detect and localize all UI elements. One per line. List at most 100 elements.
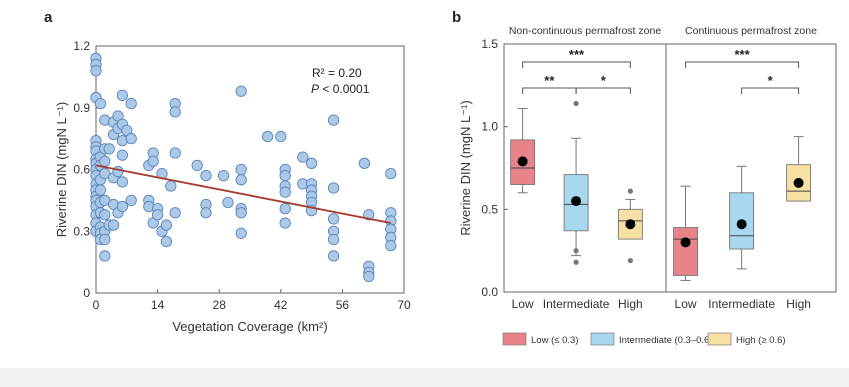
- legend-label: Low (≤ 0.3): [531, 335, 578, 346]
- outlier-point: [627, 188, 633, 194]
- scatter-points: [90, 52, 397, 283]
- scatter-point: [279, 186, 291, 198]
- scatter-point: [327, 250, 340, 262]
- scatter-point: [385, 167, 397, 180]
- mean-marker: [571, 196, 582, 207]
- p-symbol: P: [311, 82, 319, 96]
- bracket-line: [741, 87, 800, 94]
- significance-stars: ***: [734, 47, 750, 62]
- scatter-point: [200, 170, 212, 182]
- mean-marker: [793, 177, 804, 188]
- scatter-point: [160, 219, 173, 231]
- scatter-point: [235, 174, 247, 186]
- legend-swatch: [590, 332, 615, 346]
- scatter-point: [261, 130, 274, 143]
- scatter-point: [125, 97, 137, 110]
- group-label: High: [618, 297, 643, 311]
- x-tick-label-a: 70: [397, 298, 411, 312]
- r-squared-label: R² = 0.20: [312, 66, 362, 80]
- scatter-point: [363, 270, 375, 283]
- group-label: High: [786, 297, 811, 311]
- scatter-point: [169, 147, 181, 159]
- p-value-label: P < 0.0001: [311, 82, 370, 96]
- legend-swatch: [707, 332, 732, 346]
- mean-marker: [517, 156, 528, 167]
- significance-bracket: *: [741, 73, 800, 94]
- box-high: High: [617, 188, 643, 311]
- scatter-point: [305, 157, 318, 169]
- legend-swatch: [502, 332, 527, 346]
- scatter-point: [279, 170, 291, 182]
- zone-title: Non-continuous permafrost zone: [509, 25, 661, 37]
- scatter-point: [169, 207, 181, 219]
- y-axis-label-b: Riverine DIN (mgN L⁻¹): [458, 100, 473, 235]
- box-high: High: [786, 136, 812, 311]
- x-axis-label-a: Vegetation Coverage (km²): [172, 319, 327, 334]
- scatter-point: [235, 85, 247, 97]
- scatter-point: [99, 233, 111, 246]
- scatter-point: [275, 130, 287, 143]
- x-tick-label-a: 0: [93, 298, 100, 312]
- x-tick-label-a: 56: [336, 298, 350, 312]
- scatter-point: [235, 163, 247, 176]
- scatter-point: [94, 184, 107, 196]
- bracket-line: [522, 61, 631, 68]
- scatter-point: [90, 65, 102, 77]
- scatter-point: [125, 132, 137, 145]
- scatter-point: [116, 200, 129, 213]
- bracket-line: [685, 61, 800, 68]
- y-tick-label-a: 0: [83, 286, 90, 300]
- significance-stars: ***: [569, 47, 585, 62]
- panel-b-label: b: [452, 9, 461, 26]
- legend-label: Intermediate (0.3–0.6): [619, 335, 712, 346]
- box-body: [673, 227, 698, 276]
- x-tick-label-a: 28: [213, 298, 227, 312]
- scatter-point: [99, 209, 111, 221]
- group-label: Low: [512, 297, 534, 311]
- scatter-point: [116, 149, 129, 161]
- y-tick-label-b: 0.0: [481, 285, 498, 299]
- legend: Low (≤ 0.3) Intermediate (0.3–0.6) High (≥…: [502, 332, 786, 346]
- y-axis-label-a: Riverine DIN (mgN L⁻¹): [54, 102, 69, 237]
- plot-frame-b: [503, 43, 837, 293]
- y-tick-label-b: 1.5: [481, 37, 498, 51]
- scatter-point: [358, 157, 371, 169]
- bottom-band: [0, 368, 849, 387]
- zone-continuous: Continuous permafrost zone Low Intermediat…: [673, 25, 817, 311]
- significance-bracket: ***: [522, 47, 631, 68]
- x-tick-label-a: 14: [151, 298, 165, 312]
- y-tick-label-a: 0.3: [73, 224, 90, 238]
- scatter-point: [327, 182, 340, 194]
- significance-stars: *: [768, 73, 774, 88]
- scatter-point: [385, 240, 397, 252]
- group-label: Intermediate: [708, 297, 775, 311]
- scatter-point: [217, 170, 230, 182]
- y-tick-label-a: 0.9: [73, 101, 90, 115]
- scatter-point: [297, 151, 309, 163]
- outlier-point: [573, 248, 579, 254]
- scatter-point: [279, 217, 291, 229]
- box-body: [510, 139, 536, 185]
- mean-marker: [680, 237, 691, 248]
- panel-a-label: a: [44, 9, 53, 26]
- outlier-point: [627, 257, 633, 264]
- scatter-point: [99, 250, 111, 262]
- significance-bracket: *: [575, 73, 631, 94]
- y-tick-label-a: 0.6: [73, 163, 90, 177]
- scatter-point: [116, 176, 129, 188]
- panel-b-boxplot: b 0.0 0.5 1.0 1.5 Riverine DIN (mgN L⁻¹) Non-c…: [452, 9, 837, 346]
- significance-bracket: ***: [685, 47, 800, 68]
- scatter-point: [327, 114, 340, 126]
- bracket-line: [575, 87, 631, 94]
- scatter-point: [191, 159, 203, 172]
- scatter-point: [169, 106, 181, 118]
- scatter-point: [151, 209, 164, 221]
- y-tick-label-b: 0.5: [481, 202, 498, 216]
- box-intermediate: Intermediate: [543, 100, 610, 311]
- scatter-point: [116, 89, 129, 102]
- scatter-point: [235, 207, 247, 219]
- scatter-point: [222, 196, 234, 209]
- y-tick-label-a: 1.2: [73, 39, 90, 53]
- panel-a-scatter: a 0 0.3 0.6 0.9 1.2 0 14 28 42 56 70 Vegetation Cove…: [44, 9, 411, 334]
